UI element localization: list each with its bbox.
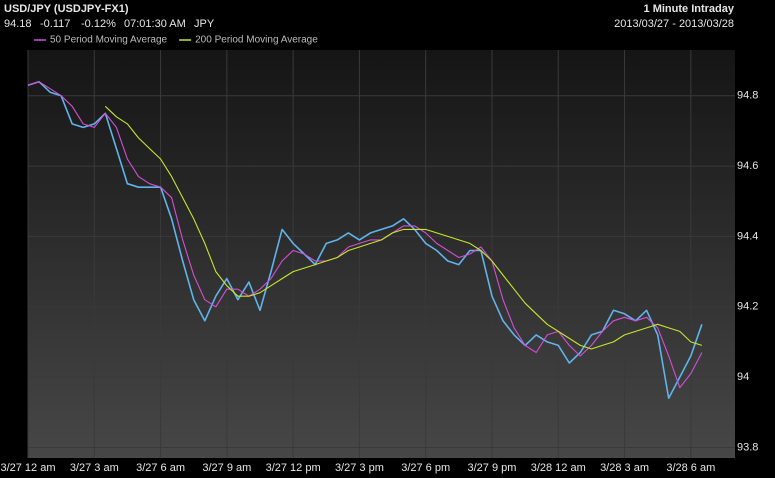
chart-title: USD/JPY (USDJPY-FX1) [4, 3, 129, 15]
quote-change-pct: -0.12% [81, 18, 116, 30]
x-tick-label: 3/28 12 am [531, 462, 586, 474]
series-line [27, 81, 703, 389]
x-tick-label: 3/28 3 am [600, 462, 649, 474]
y-tick-label: 94.8 [737, 90, 758, 102]
series-line [27, 80, 703, 399]
x-tick-label: 3/27 6 pm [401, 462, 450, 474]
y-tick-label: 94.2 [737, 301, 758, 313]
quote-currency: JPY [194, 18, 215, 30]
x-tick-label: 3/27 12 am [0, 462, 55, 474]
quote-time: 07:01:30 AM [124, 18, 186, 30]
x-tick-label: 3/27 3 pm [335, 462, 384, 474]
date-range: 2013/03/27 - 2013/03/28 [614, 18, 734, 30]
quote-change: -0.117 [40, 18, 70, 30]
x-tick-label: 3/27 12 pm [266, 462, 321, 474]
y-tick-label: 94 [737, 371, 749, 383]
x-tick-label: 3/28 6 am [666, 462, 715, 474]
plot-area [28, 50, 735, 458]
interval: 1 Minute Intraday [644, 3, 735, 15]
y-tick-label: 94.6 [737, 160, 758, 172]
x-tick-label: 3/27 6 am [136, 462, 185, 474]
x-tick-label: 3/27 3 am [70, 462, 119, 474]
legend-label: 200 Period Moving Average [195, 35, 318, 46]
y-tick-label: 93.8 [737, 441, 758, 453]
y-tick-label: 94.4 [737, 230, 758, 242]
x-tick-label: 3/27 9 pm [468, 462, 517, 474]
series-line [104, 105, 703, 350]
legend-label: 50 Period Moving Average [50, 35, 168, 46]
x-tick-label: 3/27 9 am [202, 462, 251, 474]
quote-last: 94.18 [4, 18, 32, 30]
